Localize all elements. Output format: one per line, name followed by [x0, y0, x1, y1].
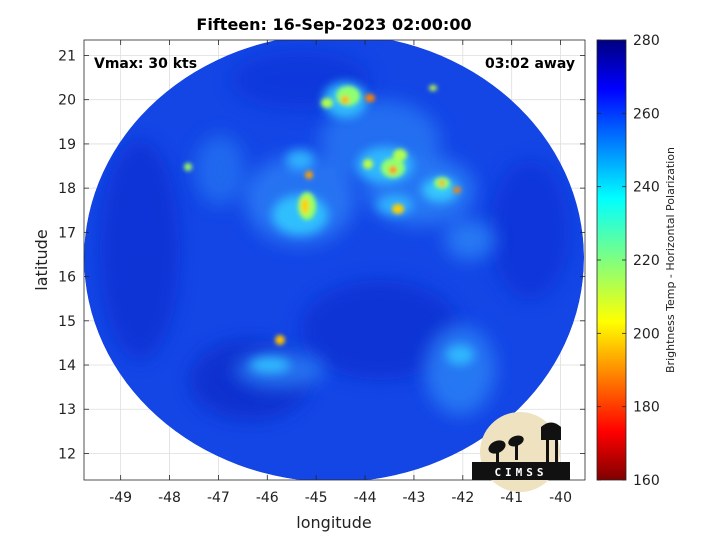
y-tick-label: 18 — [58, 181, 76, 197]
swath-layer — [84, 40, 584, 480]
colorbar-tick-label: 280 — [633, 33, 660, 49]
y-tick-label: 21 — [58, 48, 76, 64]
y-tick-label: 12 — [58, 446, 76, 462]
x-tick-label: -42 — [451, 490, 474, 506]
cimss-logo: CIMSS — [472, 412, 570, 492]
x-tick-label: -48 — [158, 490, 181, 506]
y-axis-label: latitude — [32, 229, 51, 290]
y-tick-label: 13 — [58, 402, 76, 418]
colorbar-tick-label: 180 — [633, 400, 660, 416]
vmax-annotation: Vmax: 30 kts — [94, 56, 197, 72]
colorbar-gradient — [596, 39, 627, 481]
x-tick-label: -46 — [256, 490, 279, 506]
x-tick-label: -41 — [500, 490, 523, 506]
x-tick-label: -45 — [305, 490, 328, 506]
plot-area: -49 -48 -47 -46 -45 -44 -43 -42 -41 -40 121314151… — [58, 39, 586, 506]
axes-frame — [83, 39, 586, 481]
colorbar-tick-label: 200 — [633, 326, 660, 342]
y-tick-label: 19 — [58, 137, 76, 153]
map-title: Fifteen: 16-Sep-2023 02:00:00 — [196, 15, 471, 34]
time-away-annotation: 03:02 away — [485, 56, 575, 72]
y-tick-label: 20 — [58, 93, 76, 109]
logo-text: CIMSS — [494, 466, 547, 479]
colorbar: 280 260 240 220 200 180 160 Brightness Temp - … — [596, 33, 677, 489]
cold-cells — [184, 85, 461, 345]
x-tick-label: -40 — [549, 490, 572, 506]
colorbar-tick-label: 220 — [633, 253, 660, 269]
x-tick-label: -44 — [354, 490, 377, 506]
colorbar-tick-label: 160 — [633, 473, 660, 489]
colorbar-ticks: 280 260 240 220 200 180 160 — [597, 33, 660, 489]
y-tick-label: 14 — [58, 358, 76, 374]
colorbar-tick-label: 260 — [633, 106, 660, 122]
colorbar-label: Brightness Temp - Horizontal Polarizatio… — [664, 147, 677, 373]
x-tick-label: -43 — [402, 490, 425, 506]
y-tick-label: 15 — [58, 314, 76, 330]
y-tick-label: 17 — [58, 225, 76, 241]
y-axis-ticks: 12 13 14 15 16 17 18 19 20 21 — [58, 48, 585, 462]
x-axis-label: longitude — [296, 513, 371, 532]
y-tick-label: 16 — [58, 270, 76, 286]
colorbar-tick-label: 240 — [633, 180, 660, 196]
x-tick-label: -47 — [207, 490, 230, 506]
logo-silhouette — [472, 422, 570, 480]
x-tick-label: -49 — [109, 490, 132, 506]
